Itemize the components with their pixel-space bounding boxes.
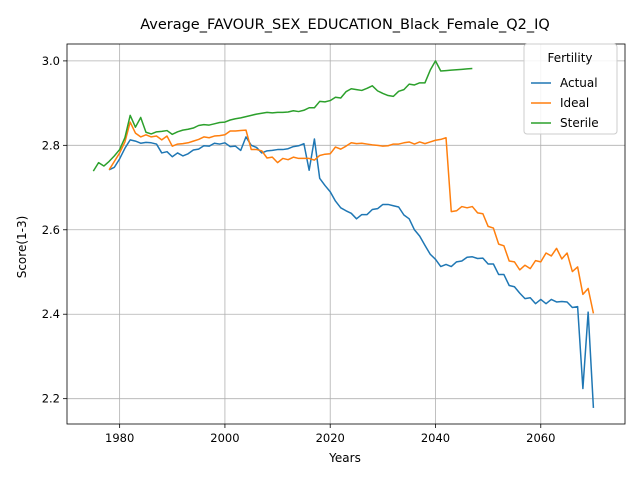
x-tick-label: 2020: [316, 431, 345, 445]
y-tick-label: 3.0: [42, 54, 60, 68]
y-tick-label: 2.2: [42, 392, 60, 406]
x-axis-ticks: 1980 2000 2020 2040 2060: [105, 424, 555, 445]
x-tick-label: 2040: [421, 431, 450, 445]
chart-title: Average_FAVOUR_SEX_EDUCATION_Black_Femal…: [140, 17, 550, 33]
x-axis-label: Years: [328, 451, 361, 465]
legend-box: [523, 43, 618, 135]
legend: Fertility Actual Ideal Sterile: [523, 43, 618, 135]
y-tick-label: 2.4: [42, 307, 60, 321]
series-line-sterile: [92, 60, 473, 172]
legend-items: Actual Ideal Sterile: [531, 76, 599, 130]
y-axis-ticks: 2.2 2.4 2.6 2.8 3.0: [42, 54, 67, 406]
legend-label-ideal: Ideal: [560, 96, 589, 110]
legend-label-sterile: Sterile: [560, 116, 599, 130]
plot-frame: [66, 43, 626, 425]
x-tick-label: 2060: [526, 431, 555, 445]
series-line-ideal: [108, 121, 595, 314]
y-axis-label: Score(1-3): [15, 216, 29, 279]
series-line-actual: [108, 136, 595, 409]
x-tick-label: 1980: [105, 431, 134, 445]
x-tick-label: 2000: [210, 431, 239, 445]
legend-label-actual: Actual: [560, 76, 598, 90]
legend-title: Fertility: [547, 51, 592, 65]
series-lines: [92, 60, 595, 409]
y-tick-label: 2.6: [42, 223, 60, 237]
y-tick-label: 2.8: [42, 138, 60, 152]
